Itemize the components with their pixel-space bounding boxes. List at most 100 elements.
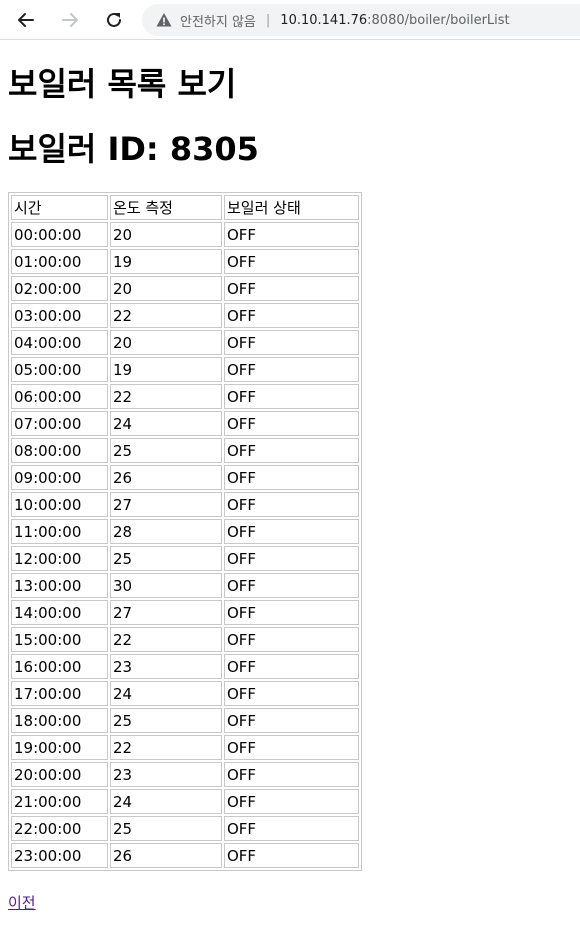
cell-time: 16:00:00: [11, 654, 108, 679]
cell-temperature: 20: [110, 276, 222, 301]
table-row: 02:00:00 20 OFF: [11, 276, 359, 301]
warning-triangle-icon[interactable]: [156, 12, 172, 28]
cell-time: 08:00:00: [11, 438, 108, 463]
cell-temperature: 25: [110, 546, 222, 571]
prev-link[interactable]: 이전: [8, 894, 36, 912]
cell-time: 20:00:00: [11, 762, 108, 787]
cell-temperature: 26: [110, 465, 222, 490]
cell-temperature: 28: [110, 519, 222, 544]
cell-status: OFF: [224, 627, 359, 652]
cell-time: 05:00:00: [11, 357, 108, 382]
cell-time: 19:00:00: [11, 735, 108, 760]
boiler-table: 시간 온도 측정 보일러 상태 00:00:00 20 OFF 01:00:00 19 O…: [8, 192, 362, 871]
cell-status: OFF: [224, 735, 359, 760]
table-row: 15:00:00 22 OFF: [11, 627, 359, 652]
table-row: 11:00:00 28 OFF: [11, 519, 359, 544]
cell-status: OFF: [224, 654, 359, 679]
table-row: 18:00:00 25 OFF: [11, 708, 359, 733]
cell-time: 18:00:00: [11, 708, 108, 733]
security-status-label[interactable]: 안전하지 않음: [180, 14, 256, 30]
cell-temperature: 22: [110, 735, 222, 760]
cell-status: OFF: [224, 789, 359, 814]
reload-icon: [107, 12, 121, 27]
cell-temperature: 27: [110, 492, 222, 517]
reload-button[interactable]: [100, 6, 128, 34]
cell-time: 09:00:00: [11, 465, 108, 490]
url-host[interactable]: 10.10.141.76: [280, 12, 368, 28]
cell-temperature: 20: [110, 330, 222, 355]
column-header-temperature: 온도 측정: [110, 195, 222, 220]
cell-status: OFF: [224, 303, 359, 328]
cell-temperature: 24: [110, 411, 222, 436]
cell-time: 06:00:00: [11, 384, 108, 409]
forward-button[interactable]: [56, 6, 84, 34]
table-body: 00:00:00 20 OFF 01:00:00 19 OFF 02:00:00 20 OFF 0…: [11, 222, 359, 868]
table-row: 04:00:00 20 OFF: [11, 330, 359, 355]
cell-time: 02:00:00: [11, 276, 108, 301]
table-row: 05:00:00 19 OFF: [11, 357, 359, 382]
cell-status: OFF: [224, 249, 359, 274]
cell-time: 15:00:00: [11, 627, 108, 652]
cell-status: OFF: [224, 330, 359, 355]
table-row: 06:00:00 22 OFF: [11, 384, 359, 409]
cell-temperature: 19: [110, 249, 222, 274]
cell-time: 22:00:00: [11, 816, 108, 841]
cell-temperature: 19: [110, 357, 222, 382]
browser-toolbar: 안전하지 않음 | 10.10.141.76:8080/boiler/boile…: [0, 0, 580, 40]
table-row: 00:00:00 20 OFF: [11, 222, 359, 247]
table-row: 12:00:00 25 OFF: [11, 546, 359, 571]
cell-temperature: 25: [110, 816, 222, 841]
cell-temperature: 22: [110, 627, 222, 652]
column-header-status: 보일러 상태: [224, 195, 359, 220]
cell-status: OFF: [224, 384, 359, 409]
table-row: 17:00:00 24 OFF: [11, 681, 359, 706]
table-header-row: 시간 온도 측정 보일러 상태: [11, 195, 359, 220]
cell-status: OFF: [224, 465, 359, 490]
cell-time: 07:00:00: [11, 411, 108, 436]
table-row: 19:00:00 22 OFF: [11, 735, 359, 760]
cell-status: OFF: [224, 411, 359, 436]
url-path[interactable]: :8080/boiler/boilerList: [367, 12, 510, 28]
cell-time: 12:00:00: [11, 546, 108, 571]
url-separator: |: [265, 12, 271, 28]
cell-temperature: 24: [110, 789, 222, 814]
cell-temperature: 23: [110, 654, 222, 679]
cell-temperature: 25: [110, 438, 222, 463]
cell-status: OFF: [224, 708, 359, 733]
cell-time: 11:00:00: [11, 519, 108, 544]
cell-temperature: 22: [110, 303, 222, 328]
cell-time: 13:00:00: [11, 573, 108, 598]
table-row: 13:00:00 30 OFF: [11, 573, 359, 598]
boiler-id-heading: 보일러 ID: 8305: [8, 130, 259, 168]
table-row: 23:00:00 26 OFF: [11, 843, 359, 868]
cell-time: 21:00:00: [11, 789, 108, 814]
cell-temperature: 22: [110, 384, 222, 409]
table-row: 07:00:00 24 OFF: [11, 411, 359, 436]
table-row: 01:00:00 19 OFF: [11, 249, 359, 274]
table-row: 20:00:00 23 OFF: [11, 762, 359, 787]
arrow-left-icon: [18, 13, 34, 27]
cell-status: OFF: [224, 222, 359, 247]
cell-time: 04:00:00: [11, 330, 108, 355]
cell-status: OFF: [224, 357, 359, 382]
table-row: 03:00:00 22 OFF: [11, 303, 359, 328]
cell-temperature: 24: [110, 681, 222, 706]
cell-time: 01:00:00: [11, 249, 108, 274]
table-row: 10:00:00 27 OFF: [11, 492, 359, 517]
table-row: 09:00:00 26 OFF: [11, 465, 359, 490]
column-header-time: 시간: [11, 195, 108, 220]
cell-time: 10:00:00: [11, 492, 108, 517]
cell-status: OFF: [224, 843, 359, 868]
cell-status: OFF: [224, 573, 359, 598]
cell-temperature: 30: [110, 573, 222, 598]
table-row: 08:00:00 25 OFF: [11, 438, 359, 463]
cell-time: 03:00:00: [11, 303, 108, 328]
cell-temperature: 27: [110, 600, 222, 625]
back-button[interactable]: [12, 6, 40, 34]
table-row: 22:00:00 25 OFF: [11, 816, 359, 841]
cell-temperature: 25: [110, 708, 222, 733]
cell-temperature: 26: [110, 843, 222, 868]
cell-status: OFF: [224, 600, 359, 625]
address-bar[interactable]: 안전하지 않음 | 10.10.141.76:8080/boiler/boile…: [142, 4, 580, 36]
cell-status: OFF: [224, 519, 359, 544]
